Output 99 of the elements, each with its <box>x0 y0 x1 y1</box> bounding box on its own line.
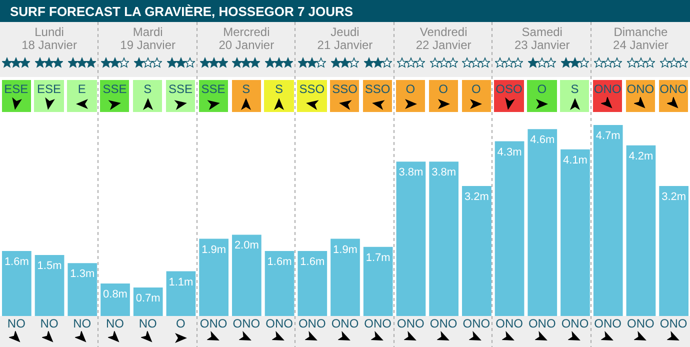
text: S <box>142 82 153 96</box>
data-label: 4.2m <box>628 150 654 162</box>
text: Mercredi <box>222 25 271 39</box>
x-tick-label: NO <box>73 316 92 331</box>
text: SSO <box>331 82 358 96</box>
bar <box>528 129 558 316</box>
data-label: 1.6m <box>267 256 292 268</box>
data-label: 0.7m <box>136 292 160 305</box>
data-label: 3.8m <box>432 166 456 179</box>
text: Jeudi <box>330 25 360 39</box>
text: E <box>76 82 87 96</box>
bar <box>626 145 656 316</box>
data-label: 3.2m <box>464 190 489 203</box>
x-tick-label: ONO <box>266 316 293 331</box>
data-label: 1.3m <box>70 268 95 280</box>
x-tick-label: NO <box>138 316 157 331</box>
data-label: 1.9m <box>202 244 226 256</box>
x-tick-label: ONO <box>200 316 228 331</box>
text: OSO <box>494 82 524 96</box>
text: S <box>241 82 252 96</box>
bar <box>593 125 623 316</box>
text: ONO <box>592 82 622 96</box>
bar <box>659 186 688 316</box>
x-tick-label: ONO <box>397 316 424 331</box>
data-label: 3.2m <box>662 190 686 203</box>
bar <box>68 263 98 316</box>
bar <box>2 250 32 316</box>
bar <box>133 288 163 316</box>
bar <box>560 149 590 316</box>
data-label: 1.7m <box>366 252 390 264</box>
x-tick-label: ONO <box>496 316 523 331</box>
x-tick-label: ONO <box>232 316 260 331</box>
data-label: 1.6m <box>4 256 29 268</box>
data-label: 1.9m <box>333 244 358 256</box>
data-label: 1.1m <box>168 276 194 288</box>
bar <box>34 255 64 316</box>
bar <box>429 162 458 316</box>
x-tick-label: ONO <box>660 316 688 331</box>
text: Vendredi <box>418 25 468 39</box>
text: 18 Janvier <box>20 38 78 52</box>
x-tick-label: NO <box>40 316 58 331</box>
data-label: 3.8m <box>398 166 424 179</box>
text: Dimanche <box>612 25 669 39</box>
bar <box>199 238 228 316</box>
x-tick-label: O <box>176 316 186 331</box>
text: Lundi <box>34 25 65 39</box>
text: SSE <box>102 82 128 96</box>
text: O <box>536 82 548 96</box>
data-label: 0.8m <box>103 288 128 300</box>
bar <box>330 238 360 316</box>
text: 24 Janvier <box>612 38 670 52</box>
data-label: 1.5m <box>37 260 62 272</box>
bar <box>363 246 393 316</box>
text: ONO <box>626 82 656 96</box>
x-tick-label: ONO <box>627 316 654 331</box>
data-label: 4.3m <box>497 146 522 158</box>
text: SSE <box>167 82 194 96</box>
text: 21 Janvier <box>316 38 374 52</box>
bar <box>232 234 262 316</box>
bar <box>166 271 196 316</box>
data-label: 4.1m <box>563 154 588 166</box>
text: ESE <box>3 82 30 96</box>
text: 20 Janvier <box>218 38 276 52</box>
text: SSO <box>298 82 326 96</box>
chart-title: SURF FORECAST LA GRAVIÈRE, HOSSEGOR 7 JOURS <box>10 4 354 19</box>
text: S <box>274 82 284 96</box>
x-tick-label: ONO <box>528 316 556 331</box>
data-label: 4.6m <box>530 134 555 146</box>
text: Mardi <box>132 25 164 39</box>
text: S <box>570 82 580 96</box>
text: O <box>404 82 416 96</box>
text: Samedi <box>520 25 564 39</box>
data-label: 4.7m <box>596 130 620 142</box>
bar <box>396 162 426 316</box>
text: ONO <box>658 82 688 96</box>
x-tick-label: ONO <box>331 316 359 331</box>
bar <box>298 250 328 316</box>
x-tick-label: ONO <box>430 316 458 331</box>
x-tick-label: NO <box>106 316 124 331</box>
x-tick-label: ONO <box>561 316 589 331</box>
text: 23 Janvier <box>513 38 571 52</box>
text: O <box>470 82 482 96</box>
text: SSE <box>200 82 226 96</box>
text: ESE <box>36 82 62 96</box>
data-label: 2.0m <box>234 240 259 252</box>
text: 22 Janvier <box>414 38 472 52</box>
data-label: 1.6m <box>300 256 325 268</box>
bar <box>494 141 524 316</box>
x-tick-label: ONO <box>364 316 392 331</box>
text: 19 Janvier <box>119 38 177 52</box>
x-tick-label: NO <box>7 316 26 331</box>
x-tick-label: ONO <box>594 316 622 331</box>
x-tick-label: ONO <box>298 316 326 331</box>
bar <box>264 250 294 316</box>
bar <box>100 283 130 316</box>
text: SSO <box>364 82 392 96</box>
bar <box>462 186 492 316</box>
text: O <box>438 82 449 96</box>
x-tick-label: ONO <box>462 316 490 331</box>
